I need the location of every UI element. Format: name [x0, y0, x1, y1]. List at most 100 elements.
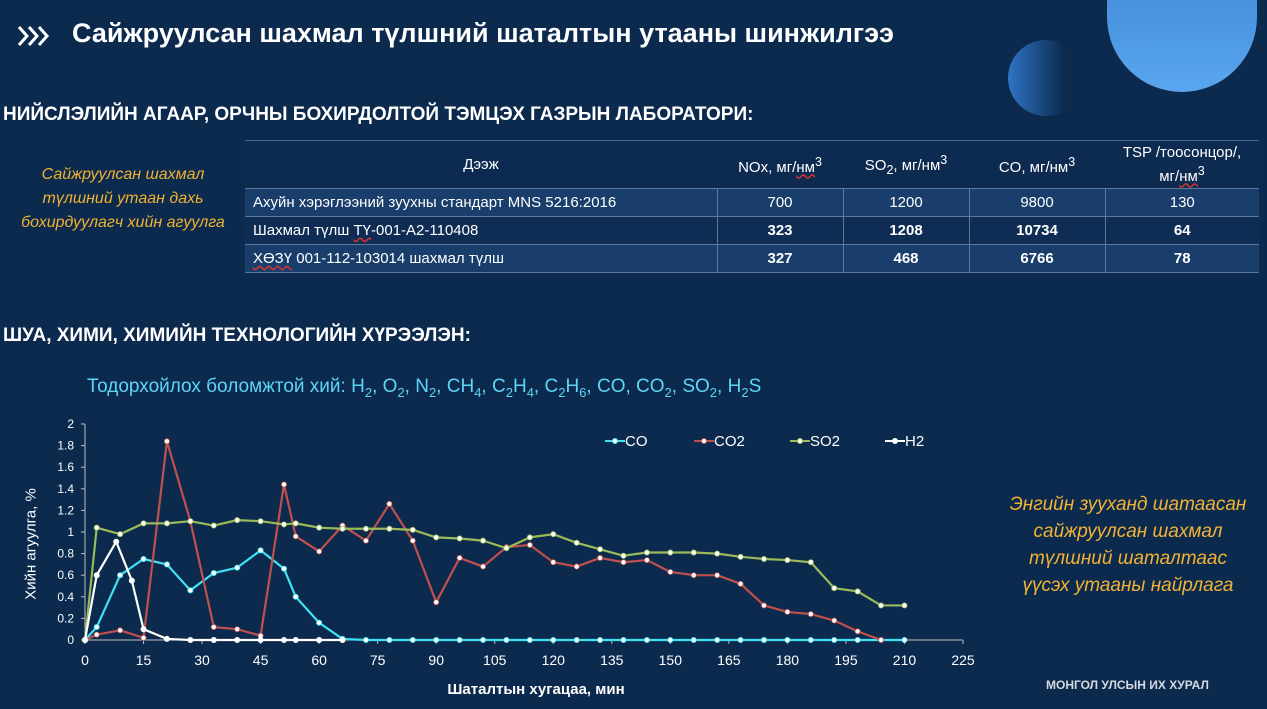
- data-point-so2: [854, 588, 861, 595]
- data-point-so2: [93, 524, 100, 531]
- y-tick-label: 0: [67, 633, 74, 647]
- data-point-co: [737, 636, 744, 643]
- x-tick-label: 120: [542, 652, 566, 668]
- legend-marker-co2: [701, 437, 708, 444]
- data-point-co2: [456, 554, 463, 561]
- data-point-h2: [113, 538, 120, 545]
- data-point-co2: [807, 611, 814, 618]
- data-point-co: [597, 636, 604, 643]
- data-point-co: [573, 636, 580, 643]
- data-point-so2: [386, 525, 393, 532]
- data-point-so2: [737, 553, 744, 560]
- data-point-co: [117, 572, 124, 579]
- x-tick-label: 165: [717, 652, 741, 668]
- x-tick-label: 75: [370, 652, 386, 668]
- data-point-co: [210, 570, 217, 577]
- data-point-h2: [93, 572, 100, 579]
- data-point-so2: [526, 534, 533, 541]
- legend-label-co: CO: [625, 433, 648, 450]
- data-point-co2: [737, 580, 744, 587]
- data-point-so2: [163, 520, 170, 527]
- data-point-so2: [339, 525, 346, 532]
- data-point-co2: [620, 559, 627, 566]
- cell-tsp: 130: [1104, 188, 1259, 217]
- data-point-h2: [257, 636, 264, 643]
- data-point-so2: [234, 517, 241, 524]
- data-point-co: [550, 636, 557, 643]
- data-point-co2: [117, 627, 124, 634]
- col-header-co: CO, мг/нм3: [998, 154, 1076, 176]
- data-point-so2: [620, 552, 627, 559]
- data-point-so2: [117, 531, 124, 538]
- lab-section-heading: НИЙСЛЭЛИЙН АГААР, ОРЧНЫ БОХИРДОЛТОЙ ТЭМЦ…: [3, 104, 754, 125]
- series-line-co2: [84, 440, 882, 642]
- data-point-co2: [714, 572, 721, 579]
- data-point-co: [760, 636, 767, 643]
- data-point-co2: [281, 481, 288, 488]
- data-point-co: [831, 636, 838, 643]
- data-point-co2: [480, 563, 487, 570]
- x-tick-label: 90: [428, 652, 444, 668]
- data-point-co: [316, 619, 323, 626]
- cell-nox: 323: [716, 216, 843, 245]
- data-point-h2: [292, 636, 299, 643]
- data-point-h2: [140, 626, 147, 633]
- data-point-so2: [714, 550, 721, 557]
- data-point-co: [234, 564, 241, 571]
- data-point-so2: [257, 518, 264, 525]
- data-point-co: [690, 636, 697, 643]
- x-tick-label: 45: [253, 652, 269, 668]
- data-point-so2: [456, 535, 463, 542]
- y-tick-label: 2: [67, 417, 74, 431]
- data-point-co: [807, 636, 814, 643]
- data-point-h2: [187, 636, 194, 643]
- cell-sample: Шахмал түлш ТҮ-001-А2-110408: [253, 222, 479, 239]
- data-point-so2: [831, 585, 838, 592]
- x-tick-label: 225: [951, 652, 975, 668]
- data-point-co: [93, 624, 100, 631]
- data-point-so2: [433, 534, 440, 541]
- x-tick-label: 105: [483, 652, 507, 668]
- data-point-so2: [316, 524, 323, 531]
- data-point-so2: [140, 520, 147, 527]
- data-point-co: [667, 636, 674, 643]
- data-point-co: [292, 593, 299, 600]
- col-header-tsp: TSP /тоосонцор/, мг/нм3: [1122, 143, 1242, 185]
- data-point-co: [257, 547, 264, 554]
- data-point-co2: [667, 568, 674, 575]
- data-point-h2: [128, 577, 135, 584]
- x-tick-label: 30: [194, 652, 210, 668]
- cell-co: 6766: [968, 244, 1105, 273]
- page-title: Сайжруулсан шахмал түлшний шаталтын утаа…: [72, 18, 894, 48]
- data-point-so2: [901, 602, 908, 609]
- data-point-so2: [878, 602, 885, 609]
- data-point-co2: [362, 537, 369, 544]
- data-point-co2: [831, 617, 838, 624]
- series-line-so2: [83, 519, 905, 641]
- series-line-co: [84, 549, 905, 642]
- data-point-co: [187, 587, 194, 594]
- cell-tsp: 78: [1104, 244, 1259, 273]
- cell-sample: Ахуйн хэрэглээний зуухны стандарт MNS 52…: [253, 194, 617, 211]
- data-point-co: [386, 636, 393, 643]
- x-tick-label: 195: [834, 652, 858, 668]
- data-point-co2: [690, 572, 697, 579]
- legend-label-co2: CO2: [714, 433, 745, 450]
- data-point-co: [620, 636, 627, 643]
- data-point-h2: [163, 635, 170, 642]
- table-header-row: Дээж NOx, мг/нм3 SO2, мг/нм3 CO, мг/нм3 …: [245, 140, 1259, 189]
- data-point-co2: [550, 559, 557, 566]
- legend-marker-so2: [797, 437, 804, 444]
- data-point-co2: [386, 500, 393, 507]
- data-point-co2: [526, 541, 533, 548]
- footer-label: МОНГОЛ УЛСЫН ИХ ХУРАЛ: [1046, 678, 1209, 692]
- y-tick-label: 0.4: [57, 590, 74, 604]
- col-header-so2: SO2, мг/нм3: [864, 152, 948, 177]
- data-point-co2: [163, 438, 170, 445]
- y-tick-label: 1.4: [57, 482, 74, 496]
- chevron-right-icon: [17, 26, 50, 46]
- data-point-co2: [433, 599, 440, 606]
- data-point-co: [480, 636, 487, 643]
- x-axis-label: Шаталтын хугацаа, мин: [447, 681, 625, 698]
- data-point-co2: [784, 608, 791, 615]
